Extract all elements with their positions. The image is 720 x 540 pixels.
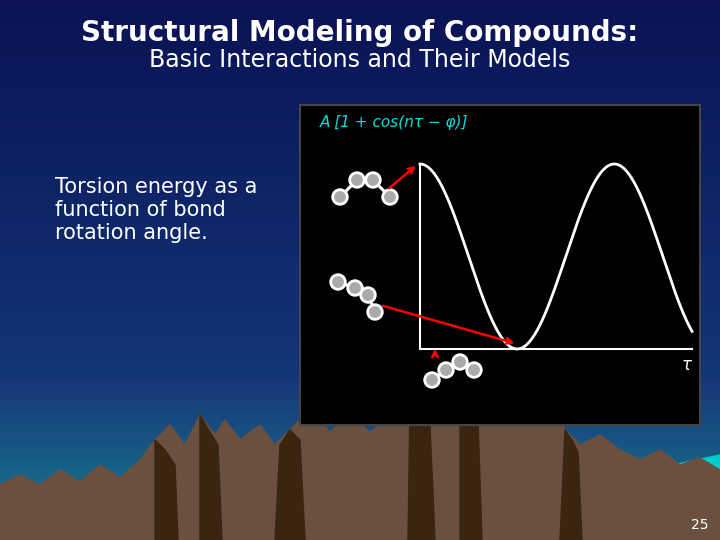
Text: Torsion energy as a
function of bond
rotation angle.: Torsion energy as a function of bond rot…	[55, 177, 257, 243]
Text: Structural Modeling of Compounds:: Structural Modeling of Compounds:	[81, 19, 639, 47]
Circle shape	[368, 175, 378, 185]
Circle shape	[452, 354, 468, 370]
Circle shape	[365, 172, 381, 188]
Text: 25: 25	[691, 518, 708, 532]
Circle shape	[466, 362, 482, 378]
Circle shape	[347, 280, 363, 296]
Text: Basic Interactions and Their Models: Basic Interactions and Their Models	[149, 48, 571, 72]
Polygon shape	[200, 415, 222, 540]
Circle shape	[352, 175, 362, 185]
Circle shape	[360, 287, 376, 303]
Circle shape	[335, 192, 345, 202]
Circle shape	[370, 307, 380, 317]
Circle shape	[367, 304, 383, 320]
Polygon shape	[460, 390, 482, 540]
Circle shape	[455, 357, 465, 367]
Circle shape	[441, 365, 451, 375]
Circle shape	[330, 274, 346, 290]
Polygon shape	[275, 430, 305, 540]
Circle shape	[424, 372, 440, 388]
Bar	[300, 105, 700, 425]
Circle shape	[333, 277, 343, 287]
Polygon shape	[155, 440, 178, 540]
Text: τ: τ	[682, 356, 692, 374]
Polygon shape	[580, 455, 720, 540]
Text: A [1 + cos(nτ − φ)]: A [1 + cos(nτ − φ)]	[320, 116, 469, 131]
Circle shape	[384, 192, 395, 202]
Circle shape	[332, 189, 348, 205]
Circle shape	[349, 172, 365, 188]
Polygon shape	[0, 382, 720, 540]
Polygon shape	[560, 430, 582, 540]
Circle shape	[382, 189, 398, 205]
Circle shape	[469, 365, 480, 375]
Circle shape	[427, 375, 437, 385]
Circle shape	[363, 290, 373, 300]
Circle shape	[350, 283, 360, 293]
Circle shape	[438, 362, 454, 378]
Polygon shape	[408, 400, 435, 540]
